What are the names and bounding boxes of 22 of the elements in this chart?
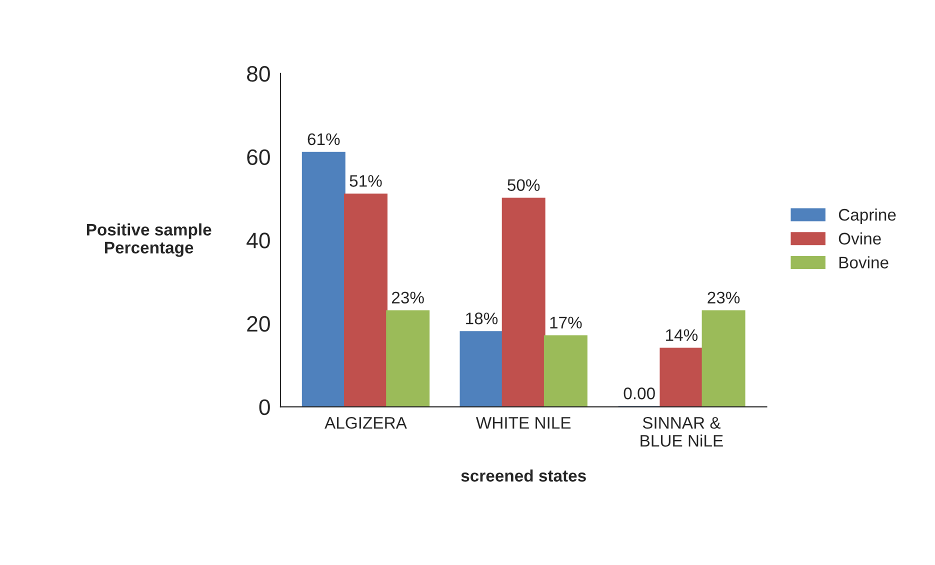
y-tick-label: 20	[247, 316, 270, 332]
data-label: 50%	[508, 179, 540, 191]
x-tick-label: ALGIZERA	[324, 416, 407, 429]
y-tick-label: 80	[247, 66, 270, 82]
x-tick-label: WHITE NILE	[476, 417, 571, 429]
data-label: 18%	[466, 312, 498, 324]
data-label: 14%	[666, 329, 698, 341]
y-tick-label: 60	[247, 149, 270, 166]
x-tick-label: SINNAR & BLUE NiLE	[640, 416, 723, 447]
data-label: 23%	[708, 292, 740, 304]
y-tick-label: 0	[259, 399, 270, 416]
legend-label: Bovine	[839, 256, 888, 268]
y-tick-label: 40	[246, 232, 270, 248]
data-label: 17%	[550, 316, 582, 328]
x-axis-title: screened states	[461, 469, 586, 482]
legend-label: Ovine	[838, 232, 881, 245]
data-label: 0.00	[624, 388, 655, 400]
y-axis-title: Positive sample Percentage	[86, 223, 212, 257]
data-label: 51%	[350, 175, 382, 187]
data-label: 61%	[308, 133, 340, 146]
data-label: 23%	[392, 292, 424, 304]
legend-label: Caprine	[838, 208, 896, 224]
